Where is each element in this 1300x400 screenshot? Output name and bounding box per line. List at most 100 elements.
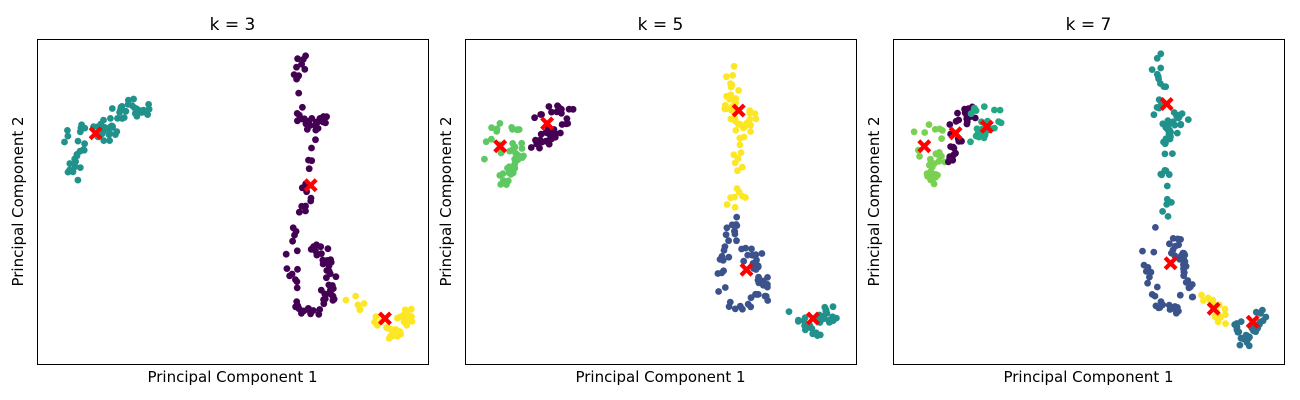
cluster-1-point [108, 122, 115, 130]
cluster-4-point [752, 290, 759, 298]
cluster-5-point [1178, 252, 1185, 259]
cluster-1-point [81, 140, 88, 148]
cluster-2-point [536, 144, 543, 152]
cluster-4-point [1159, 208, 1166, 215]
cluster-5-point [1180, 261, 1187, 269]
cluster-3-point [971, 105, 978, 112]
cluster-4-point [722, 231, 730, 239]
cluster-2-point [963, 120, 971, 128]
cluster-3-point [721, 101, 729, 109]
cluster-1-point [74, 137, 82, 145]
cluster-1-point [97, 120, 105, 128]
subplot-1-points [61, 52, 416, 342]
cluster-4-point [725, 303, 733, 310]
cluster-3-point [730, 151, 738, 159]
cluster-1-point [927, 159, 935, 167]
cluster-2-point [961, 105, 968, 113]
cluster-4-point [1148, 66, 1156, 73]
cluster-1-point [496, 172, 504, 179]
cluster-1-point [76, 164, 84, 172]
cluster-2-point [557, 129, 564, 137]
cluster-3-point [977, 132, 985, 140]
centroid-marker-6 [1206, 301, 1221, 316]
cluster-4-point [723, 224, 731, 232]
subplot-2-title: k = 5 [638, 15, 684, 35]
cluster-5-point [1166, 306, 1174, 313]
cluster-2-point [327, 256, 334, 263]
cluster-2-point [308, 144, 315, 152]
cluster-1-point [938, 135, 945, 143]
subplot-1-ylabel: Principal Component 2 [9, 116, 27, 286]
cluster-3-point [740, 133, 748, 141]
cluster-3-point [752, 115, 760, 123]
cluster-1-point [493, 125, 501, 133]
subplot-3-xlabel: Principal Component 1 [1003, 368, 1173, 386]
cluster-5-point [829, 303, 837, 311]
cluster-3-point [738, 163, 746, 171]
cluster-6-point [1214, 318, 1222, 326]
cluster-2-point [324, 245, 332, 253]
cluster-5-point [1140, 261, 1148, 269]
cluster-1-point [124, 101, 132, 108]
cluster-3-point [737, 149, 745, 157]
cluster-1-point [481, 155, 488, 163]
cluster-3-point [735, 87, 742, 94]
cluster-5-point [1166, 240, 1173, 248]
cluster-2-point [318, 250, 325, 257]
cluster-4-point [1155, 75, 1162, 83]
cluster-1-point [131, 104, 138, 112]
cluster-5-point [1174, 304, 1181, 311]
cluster-4-point [740, 257, 748, 265]
cluster-2-point [320, 300, 328, 308]
cluster-4-point [720, 247, 728, 254]
cluster-3-point [980, 103, 988, 110]
cluster-3-point [371, 318, 378, 326]
cluster-1-point [133, 112, 141, 120]
subplot-2-xlabel: Principal Component 1 [575, 368, 745, 386]
cluster-2-point [542, 137, 550, 145]
cluster-3-point [730, 62, 738, 70]
cluster-1-point [145, 101, 153, 108]
cluster-2-point [317, 286, 325, 294]
cluster-1-point [74, 176, 82, 184]
centroid-marker-2 [540, 116, 555, 131]
cluster-5-point [1176, 291, 1184, 299]
cluster-4-point [744, 251, 752, 259]
cluster-1-point [61, 138, 68, 146]
cluster-1-point [518, 145, 526, 152]
cluster-4-point [714, 270, 722, 277]
centroid-marker-2 [948, 126, 963, 141]
cluster-1-point [488, 124, 495, 132]
cluster-5-point [1172, 309, 1180, 317]
cluster-2-point [293, 63, 300, 71]
subplot-3-ylabel: Principal Component 2 [865, 116, 883, 286]
cluster-2-point [302, 207, 309, 215]
cluster-7-point [1233, 326, 1241, 334]
cluster-3-point [736, 120, 744, 128]
cluster-4-point [1177, 121, 1185, 129]
cluster-2-point [293, 247, 301, 255]
cluster-7-point [1236, 341, 1244, 349]
cluster-1-point [69, 168, 77, 176]
cluster-3-point [751, 110, 759, 117]
cluster-1-point [934, 151, 942, 159]
cluster-3-point [342, 296, 350, 304]
centroid-marker-1 [493, 139, 508, 154]
cluster-1-point [105, 131, 113, 139]
cluster-4-point [764, 283, 771, 291]
cluster-5-point [794, 317, 802, 325]
cluster-1-point [71, 163, 79, 171]
subplot-2-axes-frame [465, 39, 857, 365]
cluster-3-point [407, 305, 415, 313]
cluster-2-point [302, 120, 310, 128]
cluster-4-point [749, 251, 756, 259]
cluster-2-point [329, 282, 336, 289]
cluster-3-point [743, 119, 751, 127]
cluster-5-point [785, 308, 793, 315]
cluster-5-point [814, 332, 821, 339]
cluster-7-point [1262, 313, 1270, 321]
cluster-3-point [360, 300, 368, 307]
cluster-2-point [310, 243, 317, 251]
cluster-5-point [822, 307, 830, 315]
